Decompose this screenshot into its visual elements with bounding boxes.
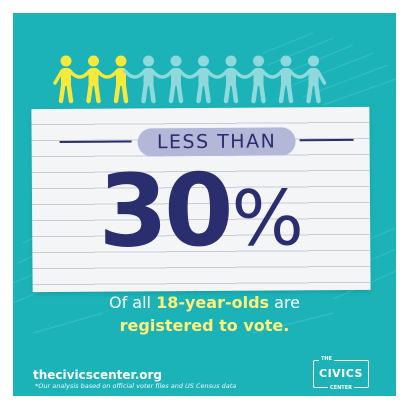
less-than-label: LESS THAN [156, 130, 277, 154]
caption-line-2: registered to vote. [13, 314, 396, 337]
headline-number: 30 [97, 151, 230, 270]
person-icon [223, 55, 257, 104]
decorative-rule-right [299, 138, 354, 142]
infographic-card: LESS THAN 30% Of all 18-year-olds are re… [13, 13, 396, 396]
footnote: *Our analysis based on official voter fi… [35, 382, 237, 390]
person-icon [168, 55, 202, 104]
caption-suffix: are [269, 293, 301, 312]
logo-the: THE [319, 356, 335, 362]
person-icon [196, 55, 229, 104]
person-icon [113, 55, 147, 104]
person-icon [306, 55, 321, 104]
civics-center-logo: THE CIVICS CENTER [313, 356, 369, 391]
caption-highlight-age: 18-year-olds [156, 293, 270, 312]
person-icon [141, 55, 174, 104]
people-row [53, 55, 327, 104]
decorative-rule-left [59, 140, 132, 143]
logo-main: CIVICS [319, 367, 363, 380]
logo-center: CENTER [328, 385, 354, 391]
headline-percentage: 30% [32, 151, 371, 270]
caption: Of all 18-year-olds are registered to vo… [13, 291, 396, 337]
person-icon [58, 55, 92, 104]
caption-line-1: Of all 18-year-olds are [13, 291, 396, 314]
paper-note: LESS THAN 30% [31, 106, 371, 293]
person-icon [86, 55, 119, 104]
person-icon [251, 55, 284, 104]
caption-prefix: Of all [108, 293, 157, 312]
person-arm [53, 69, 64, 85]
person-icon [278, 55, 312, 104]
person-arm [315, 69, 327, 85]
website-link[interactable]: thecivicscenter.org [33, 368, 163, 382]
percent-sign: % [231, 173, 305, 263]
caption-highlight-registered: registered to vote. [119, 316, 290, 335]
